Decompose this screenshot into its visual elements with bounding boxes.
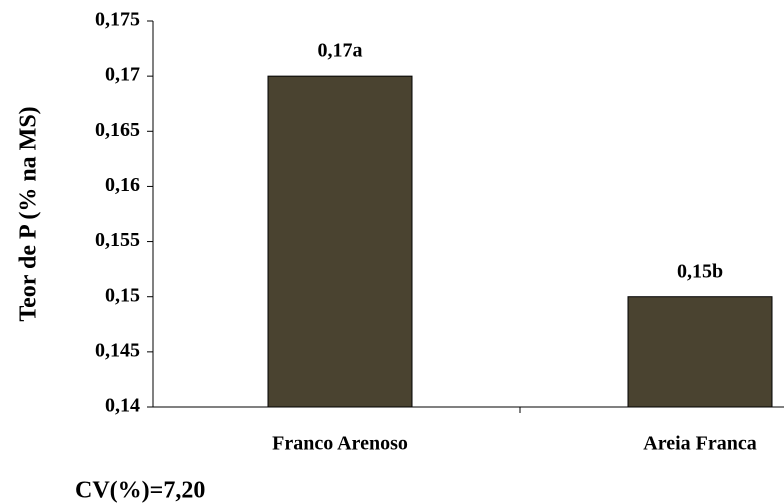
annotation: CV(%)=7,20 <box>75 478 205 504</box>
x-tick-label: Areia Franca <box>643 433 757 455</box>
bar <box>267 75 413 408</box>
y-tick-label: 0,145 <box>95 339 140 361</box>
y-tick-label: 0,17 <box>105 64 140 86</box>
y-axis-label: Teor de P (% na MS) <box>16 106 42 321</box>
bar <box>627 296 773 408</box>
y-tick-label: 0,15 <box>105 284 140 306</box>
y-tick-label: 0,165 <box>95 119 140 141</box>
value-label: 0,15b <box>677 260 723 282</box>
value-label: 0,17a <box>318 40 363 62</box>
y-tick-label: 0,16 <box>105 174 140 196</box>
x-tick-label: Franco Arenoso <box>272 433 408 455</box>
y-tick-label: 0,155 <box>95 229 140 251</box>
y-tick-label: 0,14 <box>105 395 140 417</box>
y-tick-label: 0,175 <box>95 9 140 31</box>
